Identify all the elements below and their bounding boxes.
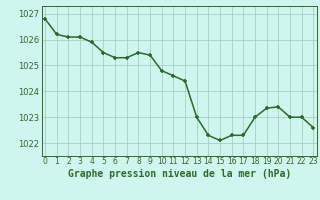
X-axis label: Graphe pression niveau de la mer (hPa): Graphe pression niveau de la mer (hPa): [68, 169, 291, 179]
